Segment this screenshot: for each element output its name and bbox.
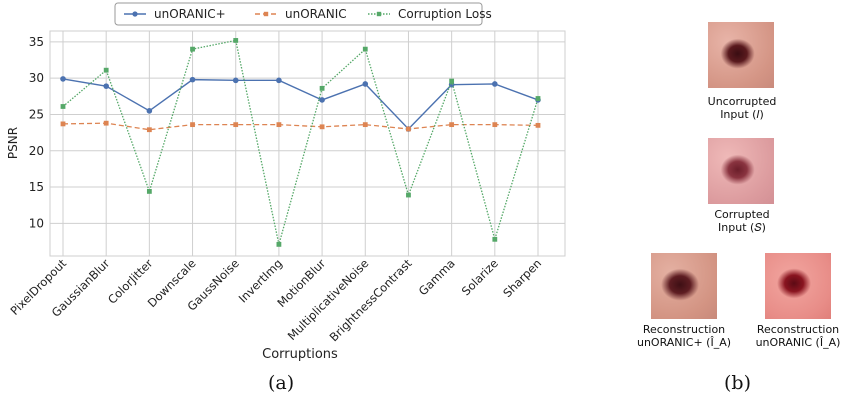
data-point xyxy=(535,122,541,128)
legend-marker xyxy=(263,11,269,17)
legend-marker xyxy=(376,11,382,17)
series-line-0 xyxy=(62,78,539,130)
series-line-1 xyxy=(62,122,539,131)
recon-plus-caption-line2: unORANIC+ (Î_A) xyxy=(636,336,732,349)
recon-caption-line1: Reconstruction xyxy=(756,323,840,336)
x-tick-label: MultiplicativeNoise xyxy=(285,256,372,343)
panel-b-label: (b) xyxy=(724,372,751,394)
legend-marker xyxy=(132,11,138,17)
x-axis: PixelDropoutGaussianBlurColorJitterDowns… xyxy=(8,256,545,344)
data-point xyxy=(492,122,498,128)
data-point xyxy=(449,78,455,84)
y-axis-label: PSNR xyxy=(6,127,20,159)
data-point xyxy=(362,122,368,128)
recon-caption-line2: unORANIC (Î_A) xyxy=(755,336,841,349)
data-point xyxy=(146,189,152,194)
data-point xyxy=(535,96,541,101)
data-point xyxy=(276,122,282,128)
y-tick-label: 30 xyxy=(29,71,44,85)
data-point xyxy=(60,104,66,109)
data-point xyxy=(103,83,109,89)
reconstruction-unoranic-plus-image xyxy=(651,253,717,319)
legend-label: Corruption Loss xyxy=(398,7,492,21)
x-tick-label: BrightnessContrast xyxy=(327,256,415,344)
data-point xyxy=(406,192,411,198)
y-tick-label: 20 xyxy=(29,144,44,158)
data-point xyxy=(103,67,109,73)
y-axis: 10 15 20 25 30 35 xyxy=(29,35,44,230)
series-group xyxy=(60,38,541,247)
grid-lines xyxy=(50,31,565,256)
uncorrupted-input-image xyxy=(708,22,774,88)
data-point xyxy=(146,108,153,114)
data-point xyxy=(319,85,325,91)
chart-legend: unORANIC+ unORANIC Corruption Loss xyxy=(114,2,492,26)
psnr-line-chart: 10 15 20 25 30 35 PixelDropoutGaussianBlurCol… xyxy=(6,2,566,362)
corrupted-caption-line1: Corrupted xyxy=(714,208,770,221)
plot-frame xyxy=(49,30,566,257)
uncorrupted-caption-line1: Uncorrupted xyxy=(707,95,777,108)
data-point xyxy=(190,122,195,128)
uncorrupted-caption-line2: Input (𝐼) xyxy=(720,108,764,121)
data-point xyxy=(449,122,455,128)
data-point xyxy=(362,81,369,87)
data-point xyxy=(60,76,66,82)
y-tick-label: 10 xyxy=(29,216,44,230)
series-line-2 xyxy=(62,39,539,245)
uncorrupted-caption: Uncorrupted Input (𝐼) xyxy=(690,95,794,121)
data-point xyxy=(319,97,325,103)
reconstruction-unoranic-plus-caption: Reconstruction unORANIC+ (Î_A) xyxy=(628,323,740,349)
y-tick-label: 15 xyxy=(29,180,44,194)
y-tick-label: 35 xyxy=(29,35,44,49)
corrupted-caption-line2: Input (𝑆) xyxy=(718,221,766,234)
data-point xyxy=(276,241,282,247)
data-point xyxy=(492,236,498,242)
panel-a-label: (a) xyxy=(268,372,295,394)
legend-label: unORANIC xyxy=(285,7,347,21)
corrupted-input-image xyxy=(708,138,774,204)
data-point xyxy=(146,127,152,133)
legend-box xyxy=(114,2,483,26)
data-point xyxy=(406,126,411,132)
legend-label: unORANIC+ xyxy=(154,7,226,21)
recon-plus-caption-line1: Reconstruction xyxy=(642,323,726,336)
x-axis-label: Corruptions xyxy=(262,347,338,362)
data-point xyxy=(103,120,109,126)
corrupted-caption: Corrupted Input (𝑆) xyxy=(690,208,794,234)
reconstruction-unoranic-image xyxy=(765,253,831,319)
data-point xyxy=(233,38,239,43)
data-point xyxy=(189,76,196,83)
data-point xyxy=(233,122,239,128)
data-point xyxy=(362,46,368,52)
reconstruction-unoranic-caption: Reconstruction unORANIC (Î_A) xyxy=(742,323,845,349)
data-point xyxy=(190,46,195,52)
data-point xyxy=(232,77,239,84)
x-tick-label: Sharpen xyxy=(500,256,544,300)
data-point xyxy=(492,81,498,87)
x-tick-label: Gamma xyxy=(416,256,458,298)
data-point xyxy=(319,124,325,130)
data-point xyxy=(276,77,282,84)
y-tick-label: 25 xyxy=(29,107,44,121)
x-tick-label: Solarize xyxy=(459,256,501,298)
data-point xyxy=(60,121,66,127)
